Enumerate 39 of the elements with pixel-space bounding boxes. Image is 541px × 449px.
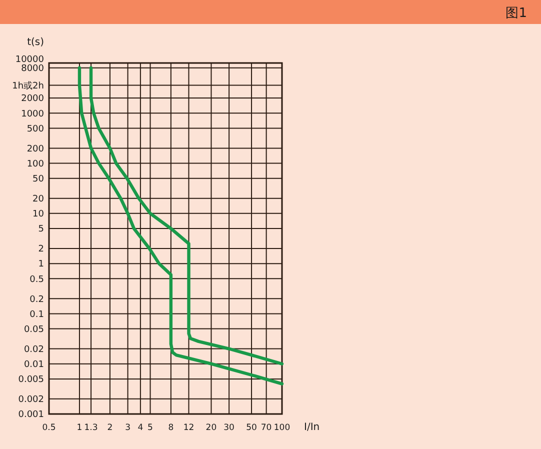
y-tick-label: 0.002 xyxy=(18,395,44,406)
x-tick-label: 1 xyxy=(76,423,82,433)
y-tick-label: 20 xyxy=(32,194,44,204)
x-tick-label: 2 xyxy=(107,423,113,433)
x-tick-label: 30 xyxy=(224,423,234,433)
y-tick-label: 100 xyxy=(26,159,44,170)
x-tick-label: 3 xyxy=(125,423,131,433)
y-tick-label: 2 xyxy=(38,244,44,255)
x-tick-label: 8 xyxy=(168,423,174,433)
y-tick-label: 0.005 xyxy=(18,375,44,386)
x-tick-label: 12 xyxy=(183,423,194,433)
y-tick-label: 2000 xyxy=(21,94,44,104)
x-axis-title: I/In xyxy=(304,422,320,433)
y-tick-label: 1000 xyxy=(21,109,44,120)
y-tick-label: 0.001 xyxy=(18,410,44,420)
x-tick-label: 5 xyxy=(148,423,153,433)
x-tick-label: 20 xyxy=(206,423,217,433)
y-tick-label: 1 xyxy=(38,260,44,270)
y-tick-label: 1h或2h xyxy=(12,80,44,92)
y-tick-label: 8000 xyxy=(21,64,44,74)
y-tick-label: 50 xyxy=(32,174,44,185)
y-tick-label: 0.02 xyxy=(24,344,44,355)
x-tick-label: 50 xyxy=(246,423,257,433)
y-tick-label: 10000 xyxy=(15,55,44,66)
x-tick-label: 4 xyxy=(138,423,144,433)
y-tick-label: 0.01 xyxy=(24,360,44,370)
y-tick-label: 5 xyxy=(38,224,44,235)
y-tick-label: 200 xyxy=(26,144,44,154)
y-axis-title: t(s) xyxy=(27,37,44,48)
text: 图1 xyxy=(506,6,527,21)
y-tick-label: 0.2 xyxy=(30,294,44,305)
y-tick-label: 0.1 xyxy=(30,310,44,320)
y-tick-label: 0.5 xyxy=(30,274,44,285)
x-tick-label: 1.3 xyxy=(84,423,98,433)
x-tick-label: 70 xyxy=(260,423,272,433)
x-tick-label: 100 xyxy=(274,423,290,433)
y-tick-label: 10 xyxy=(32,210,44,220)
y-tick-label: 500 xyxy=(26,124,44,134)
y-tick-label: 0.05 xyxy=(24,324,44,335)
